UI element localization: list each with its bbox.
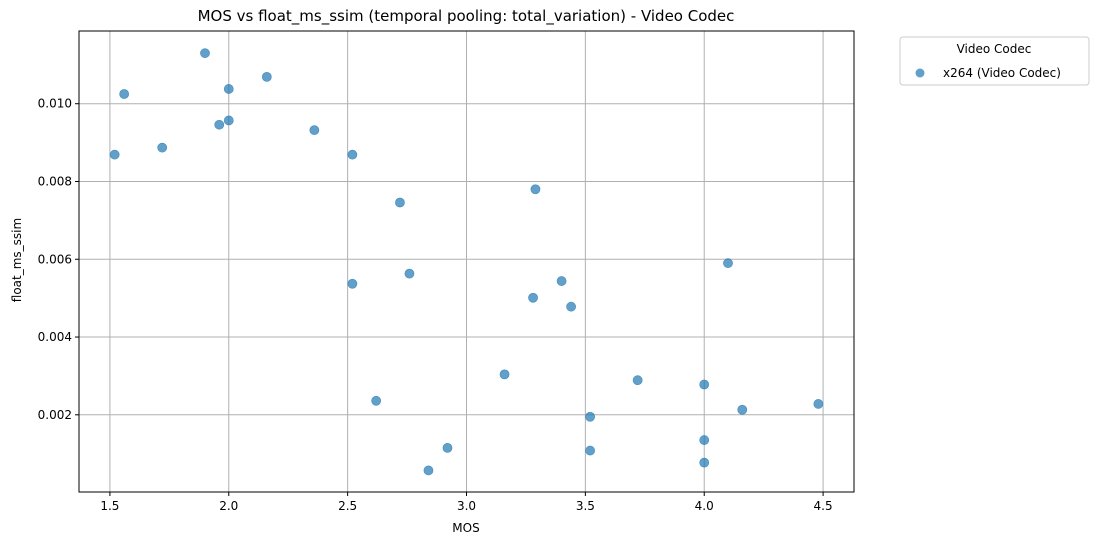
scatter-point	[530, 184, 541, 195]
x-axis: 1.5 2.0 2.5 3.0 3.5 4.0 4.5	[100, 492, 833, 513]
grid-lines	[79, 31, 854, 492]
y-axis: 0.002 0.004 0.006 0.008 0.010	[38, 97, 79, 422]
x-tick-label: 4.0	[695, 499, 714, 513]
scatter-point	[556, 276, 567, 286]
x-tick-label: 3.5	[576, 499, 595, 513]
legend-title: Video Codec	[957, 42, 1032, 56]
x-tick-label: 1.5	[100, 499, 119, 513]
scatter-point	[309, 125, 320, 136]
scatter-point	[566, 301, 577, 312]
legend-entry-label: x264 (Video Codec)	[943, 66, 1061, 80]
x-tick-label: 3.0	[457, 499, 476, 513]
scatter-point	[423, 465, 434, 476]
x-axis-label: MOS	[452, 521, 479, 535]
scatter-point	[499, 369, 510, 380]
scatter-point	[442, 442, 453, 453]
legend-marker	[915, 68, 925, 78]
scatter-point	[723, 258, 733, 269]
y-axis-label: float_ms_ssim	[10, 218, 24, 302]
x-tick-label: 4.5	[814, 499, 833, 513]
scatter-point	[585, 411, 596, 422]
scatter-point	[119, 89, 130, 99]
scatter-point	[585, 445, 596, 456]
scatter-point	[200, 48, 210, 59]
legend-box	[899, 36, 1090, 86]
scatter-point	[737, 404, 748, 415]
data-points	[109, 48, 824, 476]
scatter-point	[214, 119, 225, 130]
scatter-point	[347, 278, 358, 289]
scatter-point	[223, 115, 234, 126]
scatter-point	[109, 149, 120, 160]
scatter-point	[157, 142, 168, 153]
scatter-point	[347, 149, 358, 160]
y-tick-label: 0.010	[38, 97, 72, 111]
legend: Video Codec x264 (Video Codec)	[899, 36, 1090, 86]
scatter-point	[395, 197, 405, 208]
chart-title: MOS vs float_ms_ssim (temporal pooling: …	[198, 7, 735, 26]
scatter-point	[528, 292, 538, 303]
scatter-point	[261, 71, 272, 82]
y-tick-label: 0.006	[38, 252, 72, 266]
x-tick-label: 2.5	[338, 499, 357, 513]
scatter-point	[699, 457, 710, 468]
scatter-point	[404, 268, 415, 279]
scatter-point	[632, 375, 643, 386]
scatter-point	[699, 379, 710, 390]
x-tick-label: 2.0	[219, 499, 238, 513]
y-tick-label: 0.004	[38, 330, 72, 344]
scatter-point	[699, 435, 710, 445]
y-tick-label: 0.008	[38, 174, 72, 188]
y-tick-label: 0.002	[38, 408, 72, 422]
scatter-point	[223, 84, 234, 94]
scatter-point	[371, 395, 382, 406]
scatter-point	[813, 399, 824, 409]
